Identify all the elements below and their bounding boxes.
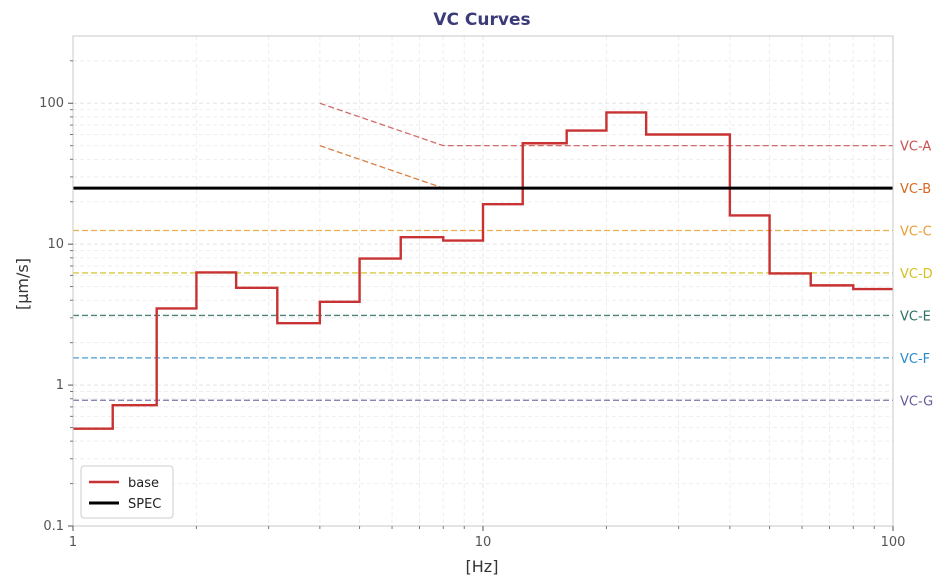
vc-label-vc-a: VC-A (900, 140, 931, 155)
vc-curve-vc-b (319, 145, 893, 189)
y-tick-label: 1 (56, 378, 64, 393)
y-tick-label: 100 (39, 96, 64, 111)
x-tick-label: 100 (881, 535, 906, 550)
vc-label-vc-f: VC-F (900, 352, 930, 367)
axis-ticks: 1 10 100 0.1 1 10 100 (39, 60, 906, 550)
chart-title: VC Curves (433, 10, 530, 30)
vc-reference-curves: VC-A VC-B VC-C VC-D VC-E VC-F VC-G (73, 102, 933, 409)
y-tick-label: 10 (47, 237, 64, 252)
vc-label-vc-e: VC-E (900, 309, 931, 324)
legend-label-spec: SPEC (128, 497, 161, 512)
x-axis-label: [Hz] (466, 557, 499, 576)
legend: base SPEC (80, 465, 174, 519)
y-axis-label: [µm/s] (13, 258, 32, 310)
y-tick-label: 0.1 (43, 519, 64, 534)
x-tick-label: 10 (475, 535, 492, 550)
vc-label-vc-b: VC-B (900, 182, 931, 197)
vc-curve-vc-a (319, 102, 893, 147)
vc-label-vc-d: VC-D (900, 267, 933, 282)
series-line-base (73, 111, 893, 430)
x-tick-label: 1 (69, 535, 77, 550)
legend-box (80, 465, 174, 519)
legend-label-base: base (128, 476, 159, 491)
data-series (73, 111, 893, 430)
vc-label-vc-c: VC-C (900, 225, 932, 240)
vc-label-vc-g: VC-G (900, 394, 933, 409)
